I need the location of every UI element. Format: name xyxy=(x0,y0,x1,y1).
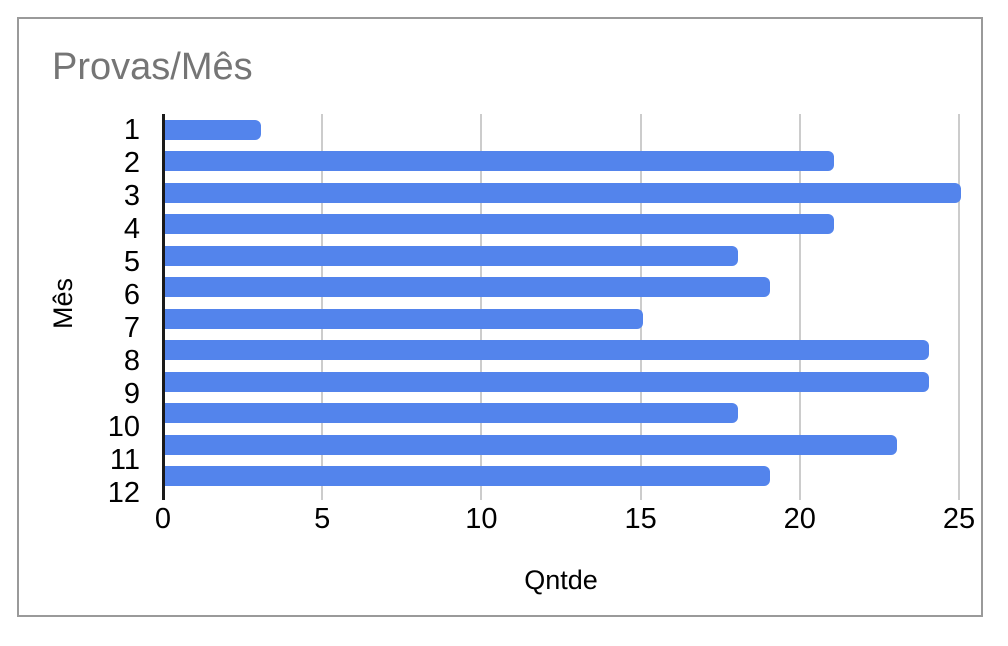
tick-mark xyxy=(639,492,642,500)
x-axis-tick-labels: 0 5 10 15 20 25 xyxy=(155,503,975,539)
bar-row xyxy=(165,209,961,241)
tick-mark xyxy=(162,492,165,500)
category-label: 2 xyxy=(123,147,140,179)
bar-month-6[interactable] xyxy=(165,277,770,298)
bar-row xyxy=(165,303,961,335)
category-label: 10 xyxy=(107,411,140,443)
x-axis-title: Qntde xyxy=(524,565,598,595)
tick-label: 25 xyxy=(942,503,976,535)
bar-month-10[interactable] xyxy=(165,403,739,424)
category-label: 3 xyxy=(123,180,140,212)
bar-month-3[interactable] xyxy=(165,182,961,203)
bar-row xyxy=(165,272,961,304)
category-label: 9 xyxy=(123,378,140,410)
tick-mark xyxy=(480,492,483,500)
tick-mark xyxy=(798,492,801,500)
category-label: 1 xyxy=(123,114,140,146)
gridline xyxy=(798,114,801,492)
category-label: 6 xyxy=(123,279,140,311)
bar-row xyxy=(165,114,961,146)
category-axis-labels: 1 2 3 4 5 6 7 8 9 10 11 12 xyxy=(19,114,150,509)
category-label: 4 xyxy=(123,213,140,245)
plot-area xyxy=(162,114,961,492)
bar-row xyxy=(165,429,961,461)
tick-label: 20 xyxy=(783,503,816,535)
bar-row xyxy=(165,146,961,178)
category-label: 7 xyxy=(123,312,140,344)
gridline xyxy=(639,114,642,492)
category-label: 5 xyxy=(123,246,140,278)
tick-mark xyxy=(321,492,324,500)
bar-month-5[interactable] xyxy=(165,245,739,266)
bar-month-11[interactable] xyxy=(165,434,898,455)
tick-label: 15 xyxy=(624,503,657,535)
bars-container xyxy=(165,114,961,492)
bar-month-1[interactable] xyxy=(165,119,261,140)
bar-row xyxy=(165,240,961,272)
bar-month-8[interactable] xyxy=(165,340,930,361)
tick-label: 0 xyxy=(154,503,172,535)
category-label: 8 xyxy=(123,345,140,377)
category-label: 11 xyxy=(109,444,140,476)
tick-label: 10 xyxy=(465,503,498,535)
x-axis-tick-marks xyxy=(162,492,960,500)
bar-month-12[interactable] xyxy=(165,466,770,487)
chart-frame[interactable]: Provas/Mês Mês 1 2 3 4 5 6 7 8 9 10 11 12 0 5 10 15 20 2… xyxy=(17,17,983,617)
bar-month-7[interactable] xyxy=(165,308,643,329)
bar-row xyxy=(165,366,961,398)
bar-month-9[interactable] xyxy=(165,371,930,392)
gridline xyxy=(958,114,960,492)
y-axis-line xyxy=(162,114,165,492)
bar-row xyxy=(165,177,961,209)
bar-row xyxy=(165,461,961,493)
category-label: 12 xyxy=(107,477,140,509)
bar-month-4[interactable] xyxy=(165,214,834,235)
gridline xyxy=(321,114,324,492)
tick-label: 5 xyxy=(314,503,331,535)
bar-month-2[interactable] xyxy=(165,151,834,172)
gridline xyxy=(480,114,483,492)
bar-row xyxy=(165,335,961,367)
tick-mark xyxy=(958,492,960,500)
bar-row xyxy=(165,398,961,430)
chart-title: Provas/Mês xyxy=(52,46,253,88)
